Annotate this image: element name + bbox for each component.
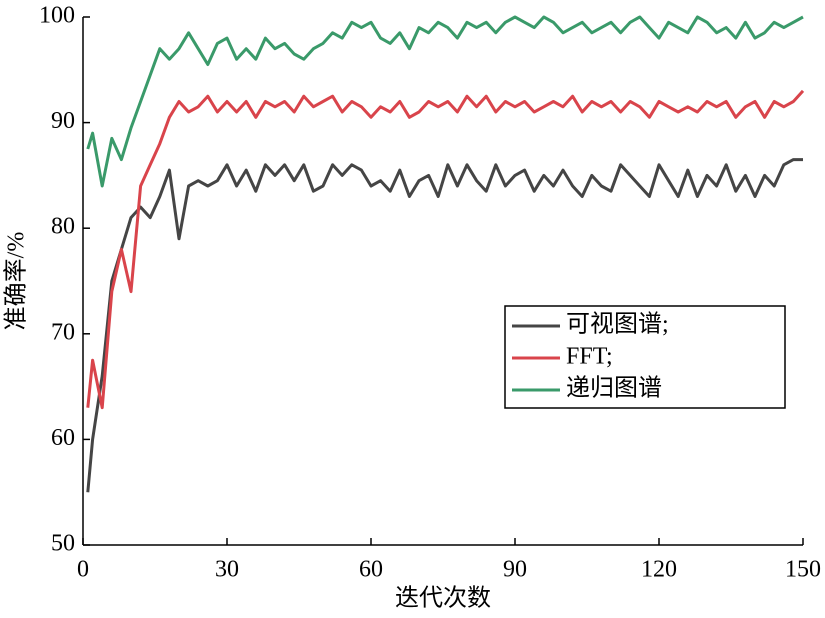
x-axis-label: 迭代次数	[395, 585, 491, 612]
legend-label: FFT;	[566, 344, 613, 370]
legend-label: 可视图谱;	[566, 311, 669, 338]
series-line	[86, 89, 805, 410]
y-tick-label: 80	[51, 214, 75, 240]
x-tick-label: 60	[359, 557, 383, 583]
x-tick-label: 90	[503, 557, 527, 583]
series-line	[86, 158, 803, 493]
y-tick-label: 50	[51, 531, 75, 557]
y-tick-label: 70	[51, 319, 75, 345]
y-tick-label: 90	[51, 108, 75, 134]
y-axis-label: 准确率/%	[3, 232, 30, 331]
x-tick-label: 120	[641, 557, 677, 583]
y-tick-label: 60	[51, 425, 75, 451]
y-tick-label: 100	[39, 3, 75, 29]
x-tick-label: 0	[77, 557, 89, 583]
x-tick-label: 150	[785, 557, 821, 583]
x-tick-label: 30	[215, 557, 239, 583]
series-line	[86, 15, 804, 188]
legend-label: 递归图谱	[566, 375, 662, 402]
